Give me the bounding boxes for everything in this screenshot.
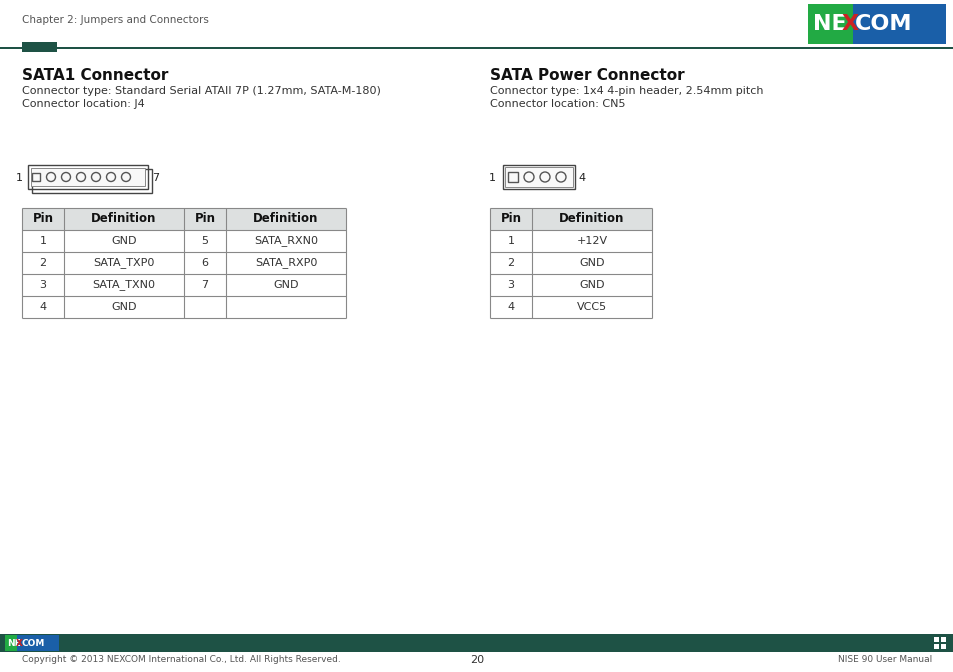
Text: SATA_TXN0: SATA_TXN0 [92,280,155,290]
Bar [933,637,938,642]
Bar [502,165,575,189]
Bar [940,637,945,642]
Text: Definition: Definition [91,212,156,226]
Text: 3: 3 [507,280,514,290]
Text: 4: 4 [507,302,514,312]
Text: 7: 7 [152,173,159,183]
Text: Connector location: J4: Connector location: J4 [22,99,145,109]
Text: SATA Power Connector: SATA Power Connector [490,68,684,83]
Bar [32,173,40,181]
Text: 4: 4 [578,173,584,183]
Text: COM: COM [22,638,46,648]
Text: GND: GND [112,236,136,246]
Text: GND: GND [578,258,604,268]
Bar [5,635,17,651]
Bar [0,634,953,652]
Bar [504,167,573,187]
Text: VCC5: VCC5 [577,302,606,312]
Text: Connector type: 1x4 4-pin header, 2.54mm pitch: Connector type: 1x4 4-pin header, 2.54mm… [490,86,762,96]
Text: 1: 1 [489,173,496,183]
Bar [490,208,651,230]
Text: NE: NE [812,14,845,34]
Text: Copyright © 2013 NEXCOM International Co., Ltd. All Rights Reserved.: Copyright © 2013 NEXCOM International Co… [22,655,340,664]
Text: 3: 3 [39,280,47,290]
Text: NISE 90 User Manual: NISE 90 User Manual [837,655,931,664]
Text: 6: 6 [201,258,209,268]
Text: Definition: Definition [253,212,318,226]
Text: Chapter 2: Jumpers and Connectors: Chapter 2: Jumpers and Connectors [22,15,209,25]
Text: 2: 2 [507,258,514,268]
Bar [22,208,346,230]
Bar [17,635,59,651]
Text: 20: 20 [470,655,483,665]
Text: Pin: Pin [500,212,521,226]
Text: 1: 1 [39,236,47,246]
Bar [933,644,938,649]
Bar [30,168,145,186]
Text: GND: GND [578,280,604,290]
Text: SATA1 Connector: SATA1 Connector [22,68,168,83]
Text: +12V: +12V [576,236,607,246]
Text: 1: 1 [16,173,23,183]
Text: X: X [841,14,859,34]
Text: COM: COM [854,14,911,34]
Text: X: X [16,638,23,648]
Text: 1: 1 [507,236,514,246]
Bar [807,4,852,44]
Text: GND: GND [273,280,298,290]
Bar [28,165,148,189]
Bar [0,47,953,48]
Text: 2: 2 [39,258,47,268]
Text: Definition: Definition [558,212,624,226]
Text: SATA_RXP0: SATA_RXP0 [254,257,316,268]
Bar [22,42,57,52]
Bar [940,644,945,649]
Text: Pin: Pin [32,212,53,226]
Text: GND: GND [112,302,136,312]
Text: 5: 5 [201,236,209,246]
Bar [32,169,152,193]
Bar [852,4,945,44]
Text: NE: NE [7,638,21,648]
Text: Connector type: Standard Serial ATAII 7P (1.27mm, SATA-M-180): Connector type: Standard Serial ATAII 7P… [22,86,380,96]
Text: SATA_RXN0: SATA_RXN0 [253,236,317,247]
Text: SATA_TXP0: SATA_TXP0 [93,257,154,268]
Text: 7: 7 [201,280,209,290]
Text: Connector location: CN5: Connector location: CN5 [490,99,625,109]
Text: Pin: Pin [194,212,215,226]
Text: 4: 4 [39,302,47,312]
Bar [507,172,517,182]
